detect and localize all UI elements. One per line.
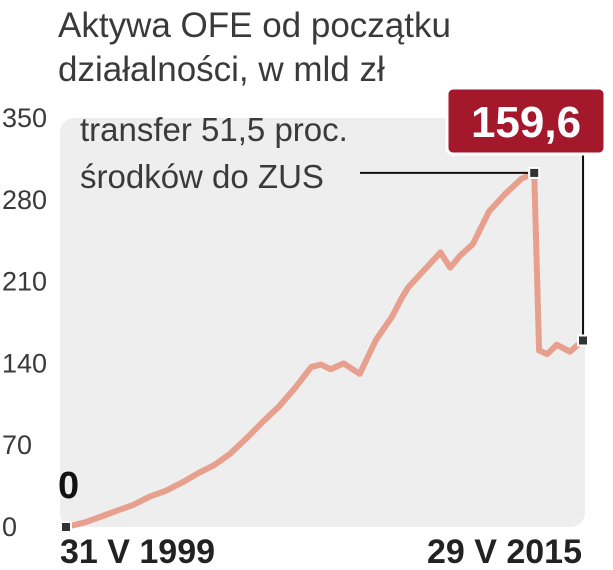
annotation-line-1: transfer 51,5 proc. [80,111,348,148]
chart-title-line-2: działalności, w mld zł [58,50,385,89]
y-tick-label: 70 [2,430,32,460]
annotation-line-2: środków do ZUS [80,158,324,195]
peak-point-marker [528,166,541,179]
end-point-marker [577,334,589,347]
plot-area [60,118,585,527]
x-end-label: 29 V 2015 [427,533,582,570]
y-axis-ticks: 0 70 140 210 280 350 [2,103,47,542]
end-value-label: 159,6 [471,98,581,147]
y-tick-label: 210 [2,267,47,297]
start-point-marker [60,521,72,533]
end-value-box [445,86,607,156]
point-markers [60,166,589,533]
y-tick-label: 350 [2,103,47,133]
chart-title: Aktywa OFE od początku działalności, w m… [58,4,458,92]
series-line-assets [63,169,586,530]
y-tick-label: 280 [2,185,47,215]
x-start-label: 31 V 1999 [60,533,215,570]
y-tick-label: 0 [2,512,17,542]
y-tick-label: 140 [2,348,47,378]
start-value-label: 0 [58,465,79,507]
chart-title-line-1: Aktywa OFE od początku [58,6,451,45]
